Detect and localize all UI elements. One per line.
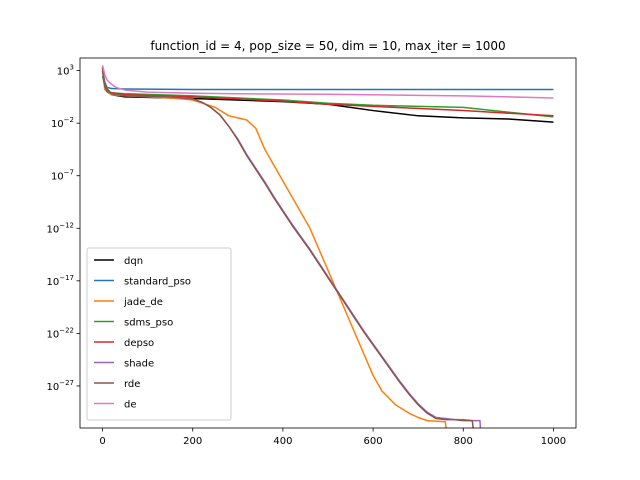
series-line-standard_pso — [101, 71, 554, 91]
legend-label-dqn: dqn — [124, 256, 143, 267]
series-group — [101, 65, 554, 428]
x-tick-label: 400 — [273, 436, 292, 447]
y-tick-label: 10−2 — [51, 116, 74, 130]
legend-label-sdms_pso: sdms_pso — [124, 318, 173, 329]
x-tick-label: 0 — [99, 436, 105, 447]
series-line-rde — [101, 67, 474, 428]
legend-label-de: de — [124, 400, 137, 411]
legend-label-rde: rde — [124, 379, 140, 390]
plot-frame — [79, 57, 577, 429]
legend-label-shade: shade — [124, 359, 154, 370]
x-tick-label: 1000 — [541, 436, 566, 447]
y-tick-label: 103 — [57, 64, 74, 78]
series-line-jade_de — [101, 68, 447, 428]
y-tick-label: 10−17 — [46, 274, 74, 288]
legend-label-standard_pso: standard_pso — [124, 277, 191, 288]
x-tick-label: 200 — [183, 436, 202, 447]
y-tick-label: 10−12 — [46, 221, 74, 235]
y-tick-label: 10−22 — [46, 326, 74, 340]
x-tick-label: 800 — [454, 436, 473, 447]
legend-box — [86, 247, 232, 421]
x-tick-label: 600 — [364, 436, 383, 447]
legend-label-depso: depso — [124, 338, 154, 349]
x-axis: 0 200 400 600 800 1000 — [99, 428, 566, 447]
y-tick-label: 10−7 — [51, 169, 74, 183]
chart-title: function_id = 4, pop_size = 50, dim = 10… — [150, 39, 505, 53]
y-tick-label: 10−27 — [46, 379, 74, 393]
legend-label-jade_de: jade_de — [123, 297, 163, 308]
y-axis: 103 10−2 10−7 10−12 10−17 10−22 10−27 — [46, 64, 80, 393]
series-line-de — [101, 65, 554, 99]
